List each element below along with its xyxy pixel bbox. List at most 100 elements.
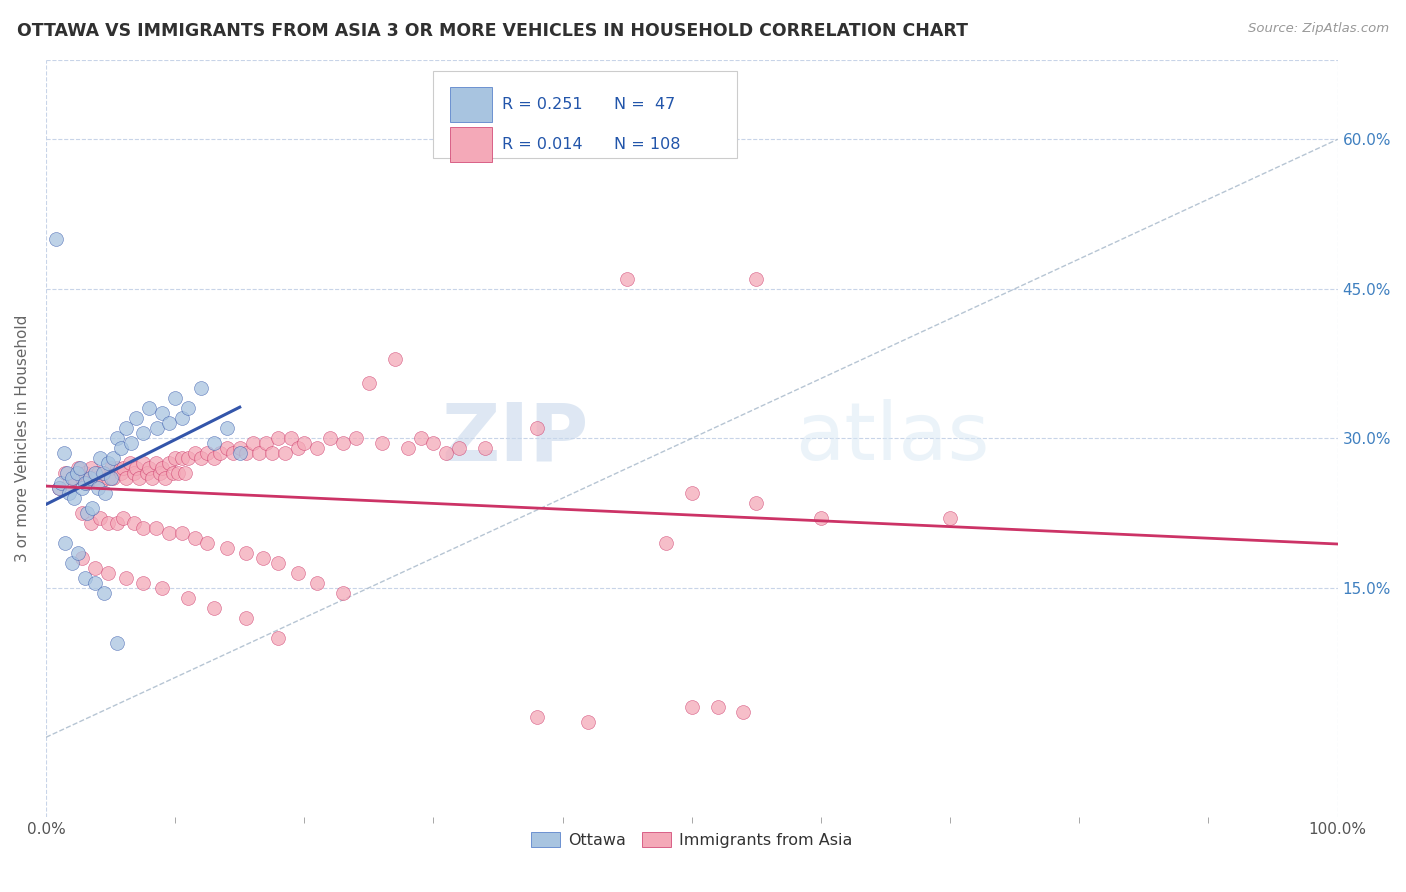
Point: [287, 442, 309, 456]
Point: [474, 442, 496, 456]
Point: [97, 471, 120, 485]
FancyBboxPatch shape: [450, 127, 492, 161]
Point: [162, 466, 184, 480]
Point: [70, 471, 93, 485]
Point: [122, 516, 145, 530]
Point: [149, 466, 172, 480]
Point: [89, 476, 111, 491]
Point: [48, 481, 70, 495]
Point: [332, 436, 354, 450]
Point: [170, 451, 193, 466]
Point: [110, 466, 132, 480]
Point: [80, 461, 103, 475]
Point: [101, 471, 124, 485]
Text: N =  47: N = 47: [614, 97, 675, 112]
Point: [357, 376, 380, 391]
Point: [84, 471, 107, 485]
Point: [190, 451, 212, 466]
Point: [150, 581, 173, 595]
Point: [235, 546, 257, 560]
Point: [128, 471, 150, 485]
Point: [125, 461, 148, 475]
Point: [307, 575, 329, 590]
Point: [67, 461, 90, 475]
Point: [73, 466, 96, 480]
Point: [215, 541, 238, 555]
Point: [60, 471, 83, 485]
Point: [146, 421, 169, 435]
Point: [215, 421, 238, 435]
Point: [141, 471, 163, 485]
Point: [97, 516, 120, 530]
Point: [170, 526, 193, 541]
Point: [115, 471, 138, 485]
Point: [183, 531, 205, 545]
Point: [73, 571, 96, 585]
Point: [274, 446, 297, 460]
Point: [655, 536, 678, 550]
Point: [150, 406, 173, 420]
Point: [235, 610, 257, 624]
Point: [267, 431, 290, 445]
Point: [526, 421, 548, 435]
Point: [63, 471, 86, 485]
Point: [51, 476, 73, 491]
Point: [177, 401, 200, 416]
Point: [138, 461, 160, 475]
Point: [132, 521, 155, 535]
Point: [76, 476, 98, 491]
Point: [202, 451, 225, 466]
Point: [84, 466, 107, 480]
Point: [157, 417, 180, 431]
Point: [280, 431, 302, 445]
Point: [69, 461, 91, 475]
Point: [810, 511, 832, 525]
Point: [371, 436, 394, 450]
Point: [93, 586, 115, 600]
Point: [157, 526, 180, 541]
Point: [150, 461, 173, 475]
Point: [242, 436, 264, 450]
Point: [82, 501, 104, 516]
Point: [105, 431, 128, 445]
Text: R = 0.014: R = 0.014: [502, 136, 582, 152]
Point: [681, 700, 703, 714]
Point: [254, 436, 277, 450]
Point: [422, 436, 444, 450]
Point: [66, 466, 89, 480]
Point: [53, 536, 76, 550]
Point: [125, 411, 148, 425]
Point: [135, 466, 157, 480]
Point: [138, 401, 160, 416]
Point: [70, 550, 93, 565]
Point: [177, 451, 200, 466]
Point: [70, 481, 93, 495]
Point: [170, 411, 193, 425]
Point: [86, 481, 108, 495]
Point: [67, 546, 90, 560]
Point: [70, 506, 93, 520]
Point: [80, 516, 103, 530]
Point: [55, 466, 77, 480]
Point: [157, 456, 180, 470]
Point: [307, 442, 329, 456]
Point: [939, 511, 962, 525]
Point: [105, 635, 128, 649]
Legend: Ottawa, Immigrants from Asia: Ottawa, Immigrants from Asia: [524, 826, 859, 855]
Point: [267, 631, 290, 645]
Point: [115, 571, 138, 585]
Point: [344, 431, 367, 445]
Point: [58, 486, 80, 500]
Point: [73, 476, 96, 491]
Point: [174, 466, 197, 480]
Point: [91, 466, 114, 480]
Point: [745, 496, 768, 510]
Point: [733, 706, 755, 720]
Point: [228, 446, 250, 460]
Text: N = 108: N = 108: [614, 136, 681, 152]
Point: [434, 446, 457, 460]
Point: [449, 442, 471, 456]
Point: [112, 461, 135, 475]
Point: [120, 436, 142, 450]
Y-axis label: 3 or more Vehicles in Household: 3 or more Vehicles in Household: [15, 315, 30, 562]
